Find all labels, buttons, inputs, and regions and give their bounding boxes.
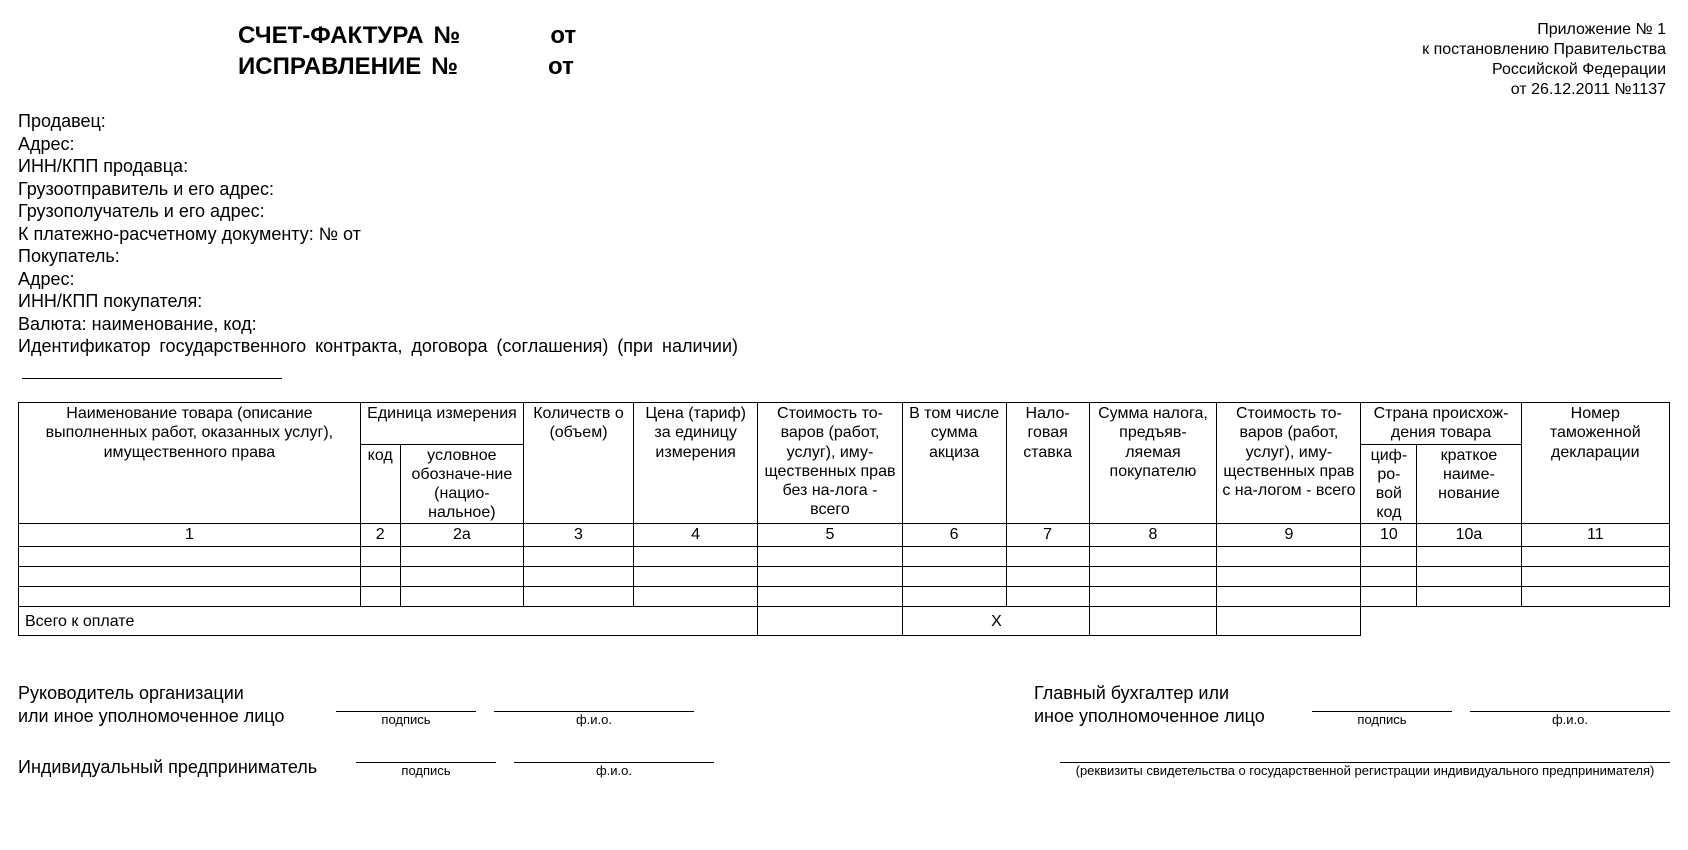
detail-consignee: Грузополучатель и его адрес: bbox=[18, 200, 1670, 223]
colnum-7: 7 bbox=[1006, 524, 1089, 547]
detail-inn-kpp-seller: ИНН/КПП продавца: bbox=[18, 155, 1670, 178]
col-customs: Номер таможенной декларации bbox=[1521, 403, 1669, 524]
detail-address-buyer: Адрес: bbox=[18, 268, 1670, 291]
colnum-10: 10 bbox=[1361, 524, 1417, 547]
items-table: Наименование товара (описание выполненны… bbox=[18, 402, 1670, 636]
colnum-4: 4 bbox=[633, 524, 758, 547]
col-unit-name: условное обозначе-ние (нацио-нальное) bbox=[400, 444, 524, 524]
ip-sig-caption: подпись bbox=[356, 763, 496, 778]
detail-contract-text: Идентификатор государственного контракта… bbox=[18, 336, 738, 356]
total-cell-8 bbox=[1089, 607, 1217, 636]
col-origin-group: Страна происхож-дения товара bbox=[1361, 403, 1521, 444]
total-label: Всего к оплате bbox=[19, 607, 758, 636]
ip-fio-caption: ф.и.о. bbox=[514, 763, 714, 778]
signature-row-head: Руководитель организацииили иное уполном… bbox=[18, 682, 1670, 727]
col-excise: В том числе сумма акциза bbox=[902, 403, 1006, 524]
col-tax-rate: Нало-говая ставка bbox=[1006, 403, 1089, 524]
title-correction-number-sign: № bbox=[431, 51, 458, 82]
colnum-1: 1 bbox=[19, 524, 361, 547]
title-invoice-label: СЧЕТ-ФАКТУРА bbox=[238, 20, 424, 51]
detail-shipper: Грузоотправитель и его адрес: bbox=[18, 178, 1670, 201]
colnum-2a: 2а bbox=[400, 524, 524, 547]
col-qty: Количеств о (объем) bbox=[524, 403, 634, 524]
table-row bbox=[19, 587, 1670, 607]
ip-sig-field: подпись bbox=[356, 762, 496, 778]
signature-row-ip: Индивидуальный предприниматель подпись ф… bbox=[18, 757, 1670, 778]
ip-note-block: (реквизиты свидетельства о государственн… bbox=[1060, 762, 1670, 778]
table-total-row: Всего к оплате Х bbox=[19, 607, 1670, 636]
table-head: Наименование товара (описание выполненны… bbox=[19, 403, 1670, 547]
detail-currency: Валюта: наименование, код: bbox=[18, 313, 1670, 336]
ip-fio-field: ф.и.о. bbox=[514, 762, 714, 778]
ip-label: Индивидуальный предприниматель bbox=[18, 757, 338, 778]
total-x-cell: Х bbox=[902, 607, 1089, 636]
total-cell-5 bbox=[758, 607, 902, 636]
col-name: Наименование товара (описание выполненны… bbox=[19, 403, 361, 524]
colnum-10a: 10а bbox=[1417, 524, 1521, 547]
accountant-label: Главный бухгалтер илииное уполномоченное… bbox=[1034, 682, 1294, 727]
detail-address-seller: Адрес: bbox=[18, 133, 1670, 156]
signature-area: Руководитель организацииили иное уполном… bbox=[18, 682, 1670, 778]
detail-payment-doc: К платежно-расчетному документу: № от bbox=[18, 223, 1670, 246]
head-fio-field: ф.и.о. bbox=[494, 711, 694, 727]
title-correction-ot: от bbox=[548, 51, 574, 82]
table-body: Всего к оплате Х bbox=[19, 547, 1670, 636]
colnum-3: 3 bbox=[524, 524, 634, 547]
accountant-fio-field: ф.и.о. bbox=[1470, 711, 1670, 727]
colnum-8: 8 bbox=[1089, 524, 1217, 547]
head-sig-caption: подпись bbox=[336, 712, 476, 727]
col-origin-name: краткое наиме-нование bbox=[1417, 444, 1521, 524]
detail-contract-underline bbox=[22, 358, 282, 379]
colnum-5: 5 bbox=[758, 524, 902, 547]
head-sig-field: подпись bbox=[336, 711, 476, 727]
annex-block: Приложение № 1 к постановлению Правитель… bbox=[1422, 20, 1666, 100]
annex-line-2: к постановлению Правительства bbox=[1422, 40, 1666, 60]
colnum-6: 6 bbox=[902, 524, 1006, 547]
col-cost-no-tax: Стоимость то-варов (работ, услуг), иму-щ… bbox=[758, 403, 902, 524]
head-label-text: Руководитель организацииили иное уполном… bbox=[18, 683, 284, 726]
details-block: Продавец: Адрес: ИНН/КПП продавца: Грузо… bbox=[18, 110, 1670, 384]
accountant-fio-caption: ф.и.о. bbox=[1470, 712, 1670, 727]
table-number-row: 1 2 2а 3 4 5 6 7 8 9 10 10а 11 bbox=[19, 524, 1670, 547]
col-unit-group: Единица измерения bbox=[360, 403, 523, 444]
title-invoice-number-sign: № bbox=[434, 20, 461, 51]
col-unit-code: код bbox=[360, 444, 400, 524]
annex-line-3: Российской Федерации bbox=[1422, 60, 1666, 80]
col-origin-code: циф-ро-вой код bbox=[1361, 444, 1417, 524]
accountant-sig-field: подпись bbox=[1312, 711, 1452, 727]
annex-line-4: от 26.12.2011 №1137 bbox=[1422, 80, 1666, 100]
table-row bbox=[19, 547, 1670, 567]
table-head-row-1: Наименование товара (описание выполненны… bbox=[19, 403, 1670, 444]
total-cell-9 bbox=[1217, 607, 1361, 636]
col-cost-with-tax: Стоимость то-варов (работ, услуг), иму-щ… bbox=[1217, 403, 1361, 524]
ip-note-text: (реквизиты свидетельства о государственн… bbox=[1060, 763, 1670, 778]
detail-seller: Продавец: bbox=[18, 110, 1670, 133]
detail-contract: Идентификатор государственного контракта… bbox=[18, 335, 738, 384]
title-correction-label: ИСПРАВЛЕНИЕ bbox=[238, 51, 421, 82]
accountant-sig-caption: подпись bbox=[1312, 712, 1452, 727]
detail-buyer: Покупатель: bbox=[18, 245, 1670, 268]
accountant-label-text: Главный бухгалтер илииное уполномоченное… bbox=[1034, 683, 1265, 726]
col-tax-sum: Сумма налога, предъяв-ляемая покупателю bbox=[1089, 403, 1217, 524]
accountant-block: Главный бухгалтер илииное уполномоченное… bbox=[1034, 682, 1670, 727]
colnum-11: 11 bbox=[1521, 524, 1669, 547]
head-fio-caption: ф.и.о. bbox=[494, 712, 694, 727]
head-label: Руководитель организацииили иное уполном… bbox=[18, 682, 318, 727]
table-row bbox=[19, 567, 1670, 587]
invoice-page: Приложение № 1 к постановлению Правитель… bbox=[0, 0, 1688, 850]
col-price: Цена (тариф) за единицу измерения bbox=[633, 403, 758, 524]
colnum-9: 9 bbox=[1217, 524, 1361, 547]
title-invoice-ot: от bbox=[550, 20, 576, 51]
total-blank-tail bbox=[1361, 607, 1670, 636]
annex-line-1: Приложение № 1 bbox=[1422, 20, 1666, 40]
colnum-2: 2 bbox=[360, 524, 400, 547]
detail-inn-kpp-buyer: ИНН/КПП покупателя: bbox=[18, 290, 1670, 313]
